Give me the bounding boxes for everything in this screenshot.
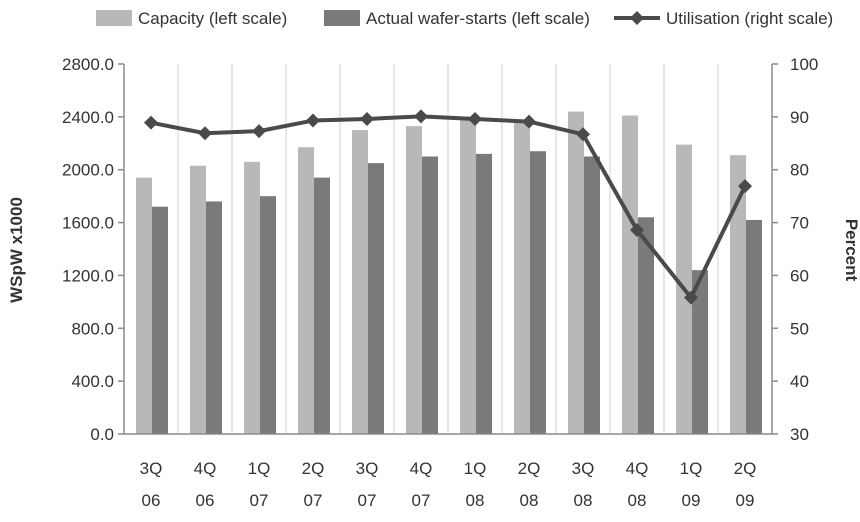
- legend-marker: [630, 11, 644, 25]
- legend-label: Utilisation (right scale): [666, 9, 833, 28]
- left-tick-label: 800.0: [71, 319, 114, 338]
- right-tick-label: 90: [790, 108, 809, 127]
- x-tick-label: 4Q: [410, 459, 433, 478]
- wafer-starts-bar: [206, 201, 222, 434]
- capacity-bar: [136, 177, 152, 434]
- left-tick-label: 400.0: [71, 372, 114, 391]
- x-tick-label: 1Q: [464, 459, 487, 478]
- capacity-bar: [730, 155, 746, 434]
- wafer-starts-bar: [422, 156, 438, 434]
- x-tick-label: 06: [196, 491, 215, 510]
- x-tick-label: 07: [250, 491, 269, 510]
- legend-label: Actual wafer-starts (left scale): [366, 9, 590, 28]
- x-axis-ticks: 3Q 06 4Q 06 1Q 07 2Q 07 3Q 07 4Q 07 1Q 08 2Q 08 3Q 08 4Q 08…: [140, 459, 757, 510]
- wafer-starts-bar: [260, 196, 276, 434]
- utilisation-marker: [144, 115, 158, 130]
- legend-label: Capacity (left scale): [138, 9, 287, 28]
- x-tick-label: 08: [466, 491, 485, 510]
- x-tick-label: 4Q: [194, 459, 217, 478]
- capacity-bar: [514, 119, 530, 434]
- legend-swatch: [324, 10, 360, 26]
- legend: Capacity (left scale) Actual wafer-starts…: [96, 9, 833, 28]
- utilisation-polyline: [150, 114, 747, 300]
- wafer-starts-bar: [692, 270, 708, 434]
- right-axis-ticks: 30 40 50 60 70 80 90 100: [772, 55, 818, 444]
- left-tick-label: 2000.0: [62, 161, 114, 180]
- x-tick-label: 08: [520, 491, 539, 510]
- utilisation-marker: [414, 109, 428, 124]
- x-tick-label: 2Q: [518, 459, 541, 478]
- x-tick-label: 07: [358, 491, 377, 510]
- x-tick-label: 08: [628, 491, 647, 510]
- bars: [136, 111, 762, 435]
- capacity-bar: [244, 161, 260, 435]
- x-tick-label: 09: [736, 491, 755, 510]
- x-tick-label: 07: [412, 491, 431, 510]
- x-tick-label: 3Q: [140, 459, 163, 478]
- capacity-bar: [298, 147, 314, 434]
- right-tick-label: 70: [790, 214, 809, 233]
- utilisation-marker: [252, 124, 266, 139]
- utilisation-marker: [684, 290, 698, 305]
- wafer-starts-bar: [368, 163, 384, 434]
- right-tick-label: 30: [790, 425, 809, 444]
- capacity-bar: [190, 165, 206, 434]
- wafer-starts-bar: [746, 219, 762, 434]
- capacity-bar: [622, 115, 638, 435]
- x-tick-label: 1Q: [248, 459, 271, 478]
- utilisation-marker: [630, 222, 644, 237]
- capacity-bar: [460, 116, 476, 434]
- x-tick-label: 4Q: [626, 459, 649, 478]
- x-tick-label: 09: [682, 491, 701, 510]
- x-tick-label: 2Q: [734, 459, 757, 478]
- utilisation-marker: [198, 126, 212, 141]
- wafer-starts-bar: [152, 206, 168, 434]
- x-tick-label: 08: [574, 491, 593, 510]
- utilisation-line: [144, 109, 752, 305]
- wafer-starts-bar: [638, 217, 654, 434]
- left-tick-label: 1600.0: [62, 214, 114, 233]
- utilisation-marker: [522, 114, 536, 129]
- utilisation-marker: [738, 179, 752, 194]
- wafer-starts-bar: [476, 153, 492, 434]
- utilisation-marker: [306, 113, 320, 128]
- x-tick-label: 1Q: [680, 459, 703, 478]
- left-tick-label: 0.0: [90, 425, 114, 444]
- capacity-bar: [352, 130, 368, 435]
- capacity-bar: [406, 126, 422, 434]
- x-tick-label: 3Q: [356, 459, 379, 478]
- right-tick-label: 80: [790, 161, 809, 180]
- y-axis-title: WSpW x1000: [7, 197, 26, 303]
- x-tick-label: 07: [304, 491, 323, 510]
- legend-swatch: [96, 10, 132, 26]
- left-tick-label: 2400.0: [62, 108, 114, 127]
- left-tick-label: 1200.0: [62, 266, 114, 285]
- wafer-starts-bar: [584, 156, 600, 434]
- left-axis-ticks: 0.0 400.0 800.0 1200.0 1600.0 2000.0 2400.0 280…: [62, 55, 124, 444]
- left-tick-label: 2800.0: [62, 55, 114, 74]
- wafer-starts-bar: [314, 177, 330, 434]
- utilisation-marker: [468, 111, 482, 126]
- right-tick-label: 100: [790, 55, 818, 74]
- capacity-bar: [568, 111, 584, 435]
- axes: [123, 64, 773, 435]
- right-tick-label: 60: [790, 266, 809, 285]
- right-tick-label: 50: [790, 319, 809, 338]
- utilisation-marker: [576, 127, 590, 142]
- utilisation-marker: [360, 111, 374, 126]
- x-tick-label: 3Q: [572, 459, 595, 478]
- right-tick-label: 40: [790, 372, 809, 391]
- x-tick-label: 2Q: [302, 459, 325, 478]
- x-tick-label: 06: [142, 491, 161, 510]
- wafer-starts-bar: [530, 151, 546, 434]
- y2-axis-title: Percent: [842, 219, 860, 282]
